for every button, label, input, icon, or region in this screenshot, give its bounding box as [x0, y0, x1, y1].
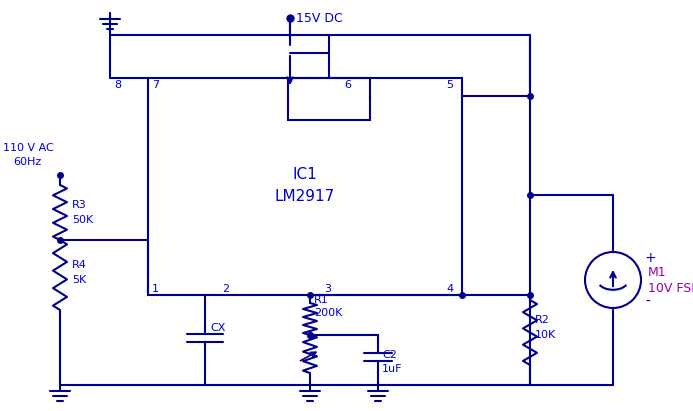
Text: C2: C2	[382, 350, 397, 360]
Text: LM2917: LM2917	[275, 189, 335, 203]
Text: R1: R1	[314, 295, 328, 305]
Text: 6: 6	[344, 80, 351, 90]
Text: 110 V AC: 110 V AC	[3, 143, 54, 153]
Text: 200K: 200K	[314, 308, 342, 318]
Text: 8: 8	[114, 80, 121, 90]
Text: R4: R4	[72, 260, 87, 270]
Text: 50K: 50K	[72, 215, 94, 225]
Text: 5: 5	[446, 80, 453, 90]
Text: 7: 7	[152, 80, 159, 90]
Text: 2: 2	[222, 284, 229, 294]
Text: 60Hz: 60Hz	[13, 157, 42, 167]
Text: 10V FSD: 10V FSD	[648, 282, 693, 295]
Text: 3: 3	[324, 284, 331, 294]
Text: 4: 4	[446, 284, 453, 294]
Text: 10K: 10K	[535, 330, 556, 340]
Text: CX: CX	[210, 323, 225, 333]
Bar	[288, 78, 370, 120]
Text: R3: R3	[72, 200, 87, 210]
Text: 1: 1	[152, 284, 159, 294]
Text: R2: R2	[535, 315, 550, 325]
Text: M1: M1	[648, 266, 667, 279]
Bar	[148, 78, 462, 295]
Text: 5K: 5K	[72, 275, 86, 285]
Text: +: +	[645, 251, 657, 265]
Text: 15V DC: 15V DC	[296, 12, 343, 25]
Text: -: -	[645, 295, 650, 309]
Text: IC1: IC1	[292, 166, 317, 182]
Text: 1uF: 1uF	[382, 364, 403, 374]
